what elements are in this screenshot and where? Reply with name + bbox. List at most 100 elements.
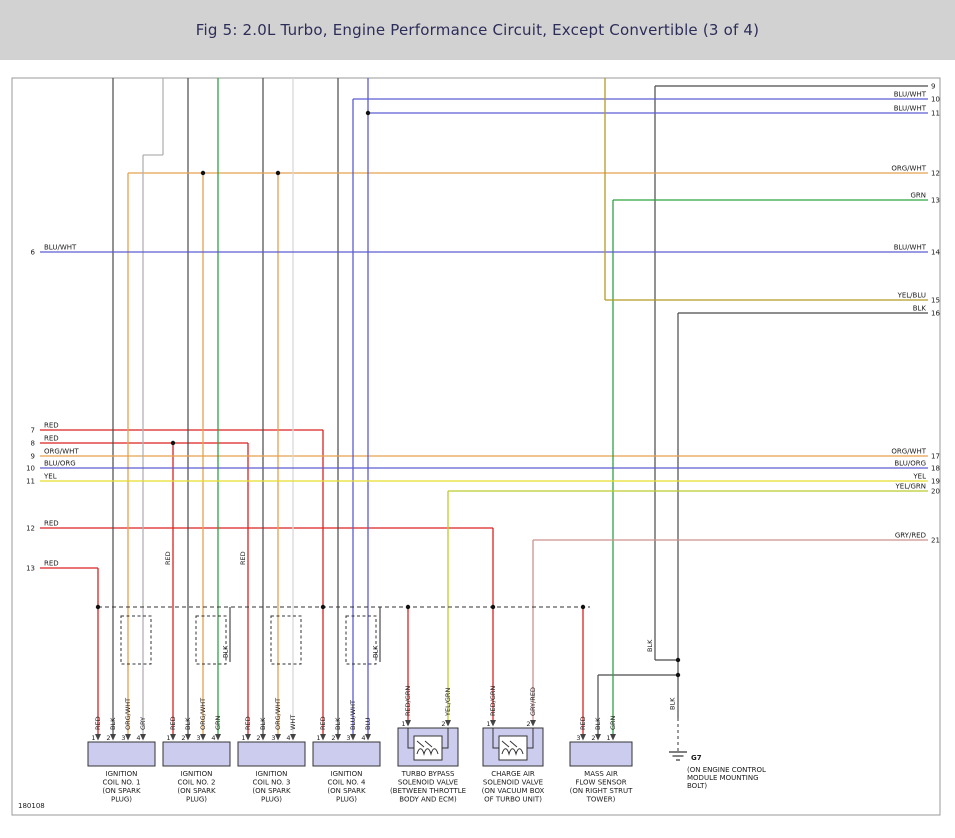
junction-dot xyxy=(170,440,176,446)
pin-arrow xyxy=(445,720,451,727)
pin-numbers: 1 2 3 4 1 2 3 4 1 2 3 4 1 2 3 4 1 2 1 2 … xyxy=(91,720,610,742)
green-wires xyxy=(217,78,928,734)
terminal-wire-label: BLU/WHT xyxy=(44,244,77,252)
yellow-green-wires xyxy=(447,490,928,720)
inline-wire-labels: RED RED BLK BLK BLK BLK xyxy=(164,551,677,710)
component-caption-line: COIL NO. 3 xyxy=(253,779,291,787)
junction-dot xyxy=(405,604,411,610)
wire-color-label: GRN xyxy=(609,715,617,730)
wire-color-label: BLK xyxy=(334,717,342,730)
diagram-border xyxy=(11,77,941,816)
wire-color-label: BLK xyxy=(372,645,380,658)
wire-color-label: RED xyxy=(244,716,252,730)
pin-number: 1 xyxy=(316,734,320,742)
component-caption-line: (ON SPARK xyxy=(252,787,291,795)
solenoid-lead xyxy=(527,728,534,749)
terminal-wire-label: ORG/WHT xyxy=(891,165,926,173)
terminal-wire-label: BLU/WHT xyxy=(894,244,927,252)
junction-dot xyxy=(200,170,206,176)
pin-arrow xyxy=(125,734,131,741)
pin-number: 3 xyxy=(121,734,125,742)
component-caption-line: SOLENOID VALVE xyxy=(398,779,458,787)
ground-note-line: (ON ENGINE CONTROL xyxy=(687,766,766,774)
wire-color-label: RED xyxy=(239,551,247,565)
component-caption-line: PLUG) xyxy=(261,796,282,804)
component-caption-line: IGNITION xyxy=(331,770,363,778)
junction-dot xyxy=(95,604,101,610)
wire-color-label: RED/GRN xyxy=(489,686,497,716)
gray-red-wires xyxy=(532,539,928,720)
component-captions: IGNITION COIL NO. 1 (ON SPARK PLUG) IGNI… xyxy=(102,770,633,804)
terminal-wire-label: BLU/WHT xyxy=(894,91,927,99)
component-caption-line: (ON SPARK xyxy=(102,787,141,795)
pin-wire-labels: RED BLK ORG/WHT GRY RED BLK ORG/WHT GRN … xyxy=(94,686,617,730)
figure-title: Fig 5: 2.0L Turbo, Engine Performance Ci… xyxy=(195,21,760,39)
terminal-number: 12 xyxy=(931,170,940,178)
pin-arrow xyxy=(245,734,251,741)
junction-dot xyxy=(275,170,281,176)
solenoid-hatch xyxy=(424,740,433,748)
pin-number: 2 xyxy=(331,734,335,742)
solenoid-lead xyxy=(492,728,499,749)
component-caption-line: CHARGE AIR xyxy=(491,770,535,778)
pin-arrow xyxy=(200,734,206,741)
ignition-coil-3-connector xyxy=(237,741,306,767)
wire-color-label: BLK xyxy=(646,639,654,652)
wire-color-label: RED xyxy=(319,716,327,730)
terminal-number: 13 xyxy=(931,197,940,205)
terminal-wire-label: ORG/WHT xyxy=(44,448,79,456)
terminal-number: 11 xyxy=(26,478,35,486)
pin-number: 2 xyxy=(591,734,595,742)
component-caption-line: TURBO BYPASS xyxy=(401,770,455,778)
terminal-number: 20 xyxy=(931,488,940,496)
pin-arrow xyxy=(275,734,281,741)
terminal-number: 14 xyxy=(931,249,940,257)
mass-air-flow-sensor-connector xyxy=(569,741,633,767)
pin-arrow xyxy=(215,734,221,741)
terminal-number: 7 xyxy=(31,427,35,435)
pin-number: 4 xyxy=(286,734,290,742)
pin-arrows xyxy=(95,720,616,741)
wire-color-label: BLK xyxy=(259,717,267,730)
terminal-number: 19 xyxy=(931,478,940,486)
terminal-wire-label: BLU/ORG xyxy=(894,460,926,468)
wire-color-label: RED/GRN xyxy=(404,686,412,716)
wire-color-label: GRY xyxy=(139,717,147,730)
component-caption-line: PLUG) xyxy=(336,796,357,804)
solenoid-lead xyxy=(442,728,449,749)
orange-wires xyxy=(40,172,928,734)
solenoid-hatch xyxy=(416,740,425,748)
component-caption-line: COIL NO. 2 xyxy=(178,779,216,787)
component-caption-line: SOLENOID VALVE xyxy=(483,779,543,787)
pin-arrow xyxy=(365,734,371,741)
terminal-number: 10 xyxy=(26,465,35,473)
pin-number: 2 xyxy=(526,720,530,728)
pin-arrow xyxy=(140,734,146,741)
terminal-wire-label: YEL/GRN xyxy=(895,483,926,491)
terminal-wire-label: GRY/RED xyxy=(895,532,926,540)
pin-arrow xyxy=(335,734,341,741)
pin-number: 1 xyxy=(241,734,245,742)
pin-number: 1 xyxy=(401,720,405,728)
solenoid-coil-symbol xyxy=(501,748,524,756)
terminal-wire-label: RED xyxy=(44,435,59,443)
solenoid-hatch xyxy=(509,740,518,748)
terminal-wire-label: RED xyxy=(44,520,59,528)
shield-bracket xyxy=(120,615,152,665)
wire-color-label: RED xyxy=(94,716,102,730)
pin-number: 1 xyxy=(486,720,490,728)
ignition-coil-4-connector xyxy=(312,741,381,767)
wire-color-label: BLK xyxy=(109,717,117,730)
pin-number: 4 xyxy=(136,734,140,742)
ignition-coil-2-connector xyxy=(162,741,231,767)
pin-number: 3 xyxy=(271,734,275,742)
component-caption-line: PLUG) xyxy=(111,796,132,804)
pin-number: 2 xyxy=(441,720,445,728)
terminal-number: 9 xyxy=(931,83,935,91)
solenoid-symbols xyxy=(407,728,534,761)
wire-color-label: BLK xyxy=(594,717,602,730)
wire-color-label: RED xyxy=(164,551,172,565)
component-caption-line: (ON SPARK xyxy=(177,787,216,795)
terminal-number: 12 xyxy=(26,525,35,533)
